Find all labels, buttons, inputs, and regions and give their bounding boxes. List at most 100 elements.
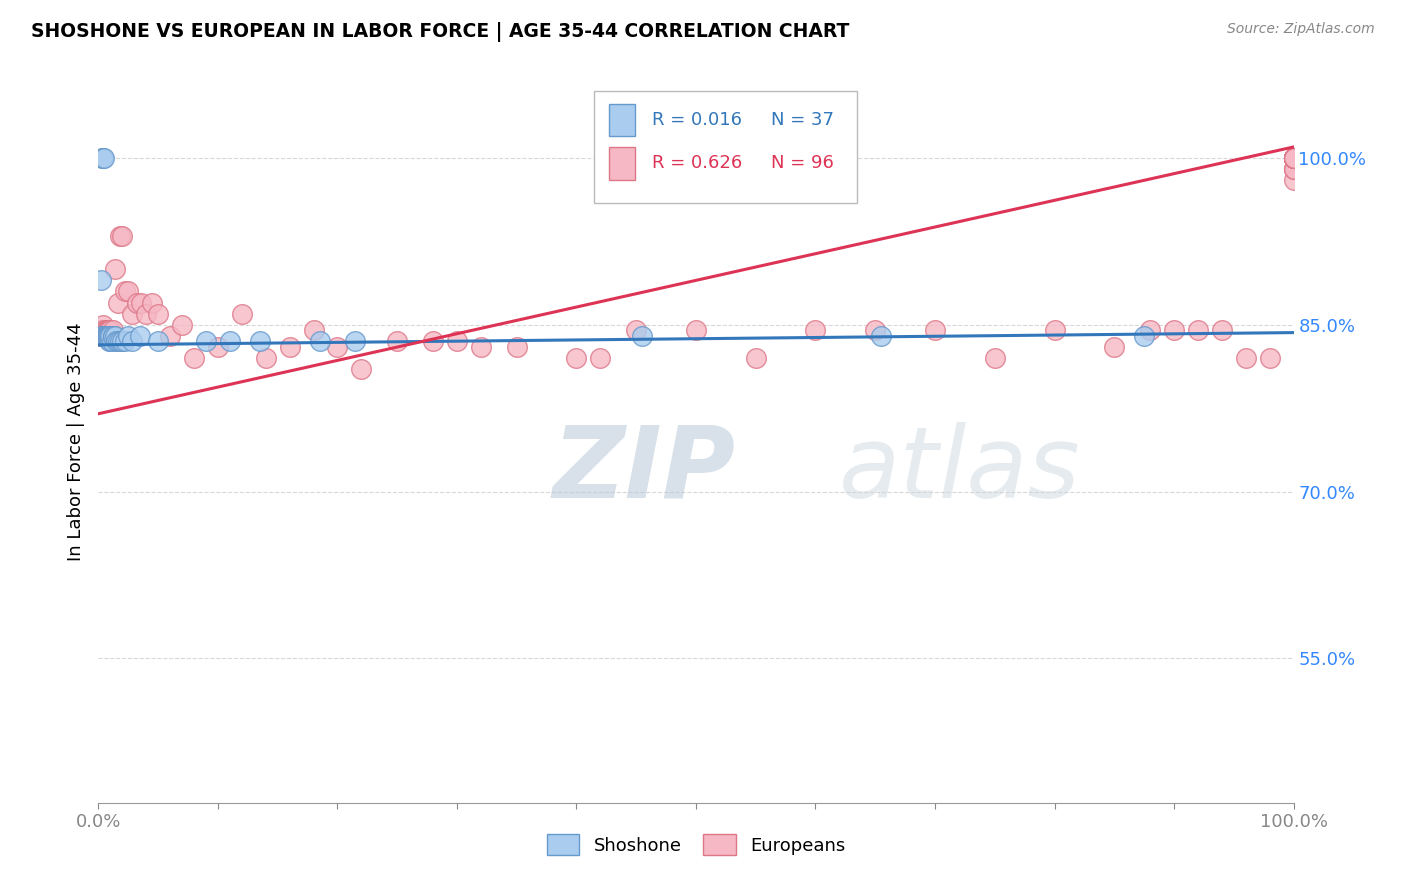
FancyBboxPatch shape bbox=[595, 91, 858, 203]
Text: SHOSHONE VS EUROPEAN IN LABOR FORCE | AGE 35-44 CORRELATION CHART: SHOSHONE VS EUROPEAN IN LABOR FORCE | AG… bbox=[31, 22, 849, 42]
Point bbox=[172, 318, 194, 332]
Point bbox=[631, 329, 654, 343]
Point bbox=[91, 151, 114, 165]
Point bbox=[101, 329, 124, 343]
Point bbox=[91, 329, 114, 343]
Point bbox=[97, 329, 120, 343]
Point bbox=[344, 334, 367, 349]
Point bbox=[141, 295, 163, 310]
Point bbox=[93, 323, 115, 337]
Point bbox=[93, 329, 115, 343]
Point bbox=[1282, 162, 1305, 177]
Point bbox=[1282, 151, 1305, 165]
Point bbox=[326, 340, 349, 354]
Point bbox=[90, 273, 112, 287]
Point bbox=[107, 334, 129, 349]
Point bbox=[104, 262, 127, 277]
Point bbox=[589, 351, 612, 366]
Point bbox=[1282, 151, 1305, 165]
Point bbox=[159, 329, 181, 343]
Point bbox=[308, 334, 330, 349]
Point bbox=[98, 323, 122, 337]
Point bbox=[1104, 340, 1126, 354]
Point bbox=[1282, 162, 1305, 177]
Point bbox=[93, 329, 115, 343]
Text: atlas: atlas bbox=[839, 422, 1081, 519]
Point bbox=[1282, 151, 1305, 165]
Point bbox=[1282, 151, 1305, 165]
Point bbox=[385, 334, 409, 349]
Point bbox=[148, 307, 170, 321]
Point bbox=[1282, 151, 1305, 165]
Point bbox=[984, 351, 1007, 366]
Point bbox=[93, 151, 115, 165]
Point bbox=[94, 329, 117, 343]
Point bbox=[93, 329, 115, 343]
Point bbox=[117, 285, 139, 299]
Point bbox=[1234, 351, 1257, 366]
Point bbox=[1282, 151, 1305, 165]
Point bbox=[1282, 151, 1305, 165]
Point bbox=[1282, 151, 1305, 165]
Point bbox=[207, 340, 229, 354]
Text: N = 37: N = 37 bbox=[772, 111, 834, 129]
Point bbox=[131, 295, 153, 310]
Point bbox=[94, 323, 117, 337]
Point bbox=[1282, 151, 1305, 165]
Point bbox=[121, 307, 143, 321]
Point bbox=[1282, 151, 1305, 165]
Point bbox=[90, 323, 112, 337]
Point bbox=[446, 334, 468, 349]
Point bbox=[97, 323, 120, 337]
Point bbox=[114, 285, 136, 299]
Point bbox=[91, 151, 114, 165]
Point bbox=[101, 323, 124, 337]
Point bbox=[1282, 151, 1305, 165]
Point bbox=[98, 334, 121, 349]
Point bbox=[626, 323, 648, 337]
Point bbox=[94, 329, 117, 343]
Point bbox=[1163, 323, 1185, 337]
Point bbox=[96, 329, 118, 343]
Point bbox=[94, 329, 117, 343]
Point bbox=[924, 323, 946, 337]
Point bbox=[1133, 329, 1156, 343]
Point bbox=[100, 334, 122, 349]
Point bbox=[865, 323, 887, 337]
Point bbox=[278, 340, 301, 354]
Point bbox=[422, 334, 444, 349]
Point bbox=[1282, 151, 1305, 165]
Point bbox=[1211, 323, 1233, 337]
Point bbox=[91, 329, 114, 343]
Point bbox=[107, 295, 129, 310]
Point bbox=[1282, 151, 1305, 165]
Point bbox=[105, 334, 128, 349]
Point bbox=[804, 323, 827, 337]
Point bbox=[249, 334, 271, 349]
Point bbox=[111, 334, 134, 349]
Point bbox=[103, 329, 125, 343]
Bar bbox=[609, 147, 636, 179]
Point bbox=[111, 228, 134, 243]
Y-axis label: In Labor Force | Age 35-44: In Labor Force | Age 35-44 bbox=[66, 322, 84, 561]
Point bbox=[117, 329, 139, 343]
Point bbox=[1282, 162, 1305, 177]
Point bbox=[1282, 151, 1305, 165]
Point bbox=[96, 329, 118, 343]
Point bbox=[91, 329, 114, 343]
Point bbox=[470, 340, 492, 354]
Point bbox=[121, 334, 143, 349]
Point bbox=[108, 228, 131, 243]
Point bbox=[745, 351, 768, 366]
Point bbox=[1282, 151, 1305, 165]
Point bbox=[98, 323, 121, 337]
Point bbox=[506, 340, 529, 354]
Point bbox=[183, 351, 205, 366]
Point bbox=[1282, 151, 1305, 165]
Point bbox=[91, 329, 114, 343]
Point bbox=[148, 334, 170, 349]
Point bbox=[1282, 151, 1305, 165]
Point bbox=[302, 323, 325, 337]
Point bbox=[685, 323, 707, 337]
Point bbox=[1282, 151, 1305, 165]
